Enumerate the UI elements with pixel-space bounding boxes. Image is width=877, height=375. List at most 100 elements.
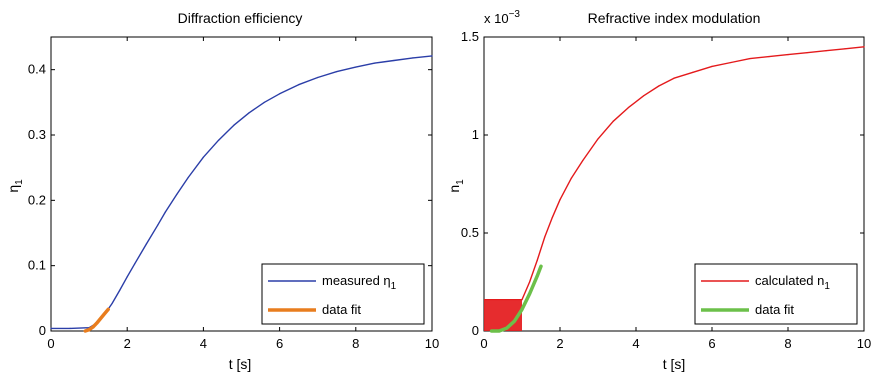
data-point — [88, 328, 90, 331]
data-point — [787, 54, 789, 56]
x-tick-label: 8 — [784, 336, 791, 351]
data-point — [218, 139, 220, 141]
y-axis-label-main: n — [446, 185, 462, 193]
y-axis: 0 0.5 1 1.5 — [461, 29, 864, 338]
y-tick-label: 0.1 — [28, 258, 46, 273]
data-point — [164, 211, 166, 213]
data-point — [412, 57, 414, 59]
y-scale-label: x 10−3 — [484, 9, 520, 26]
data-point — [559, 199, 561, 201]
y-axis-label: η1 — [5, 179, 25, 193]
data-point — [551, 216, 554, 218]
x-tick-label: 4 — [632, 336, 639, 351]
y-tick-label: 0 — [39, 323, 46, 338]
y-tick-label: 0.5 — [461, 225, 479, 240]
data-point — [279, 93, 281, 95]
data-point — [658, 85, 660, 87]
y-axis: 0 0.1 0.2 0.3 0.4 — [28, 62, 432, 338]
data-point — [825, 50, 827, 52]
x-tick-label: 8 — [352, 336, 359, 351]
y-tick-label: 0.4 — [28, 62, 46, 77]
y-tick-label: 1 — [472, 127, 479, 142]
data-point — [540, 265, 542, 268]
x-tick-label: 2 — [124, 336, 131, 351]
x-tick-label: 6 — [708, 336, 715, 351]
x-tick-label: 2 — [556, 336, 563, 351]
data-point — [92, 326, 94, 328]
data-point — [490, 330, 493, 332]
x-tick-label: 0 — [47, 336, 54, 351]
data-point — [806, 52, 808, 54]
data-point — [528, 292, 531, 295]
y-tick-label: 1.5 — [461, 29, 479, 44]
data-point — [513, 320, 516, 323]
data-point — [529, 281, 531, 283]
y-axis-label: n1 — [446, 179, 466, 193]
data-point — [393, 59, 395, 62]
data-point — [844, 48, 846, 50]
data-point — [202, 156, 204, 158]
y-axis-label-subscript: 1 — [14, 179, 25, 185]
data-point — [536, 259, 538, 262]
x-tick-label: 4 — [200, 336, 207, 351]
data-point — [84, 330, 87, 332]
series-line-data-fit — [489, 264, 543, 333]
data-point — [107, 308, 109, 311]
data-point — [521, 299, 523, 301]
data-point — [612, 120, 614, 122]
y-tick-label: 0.3 — [28, 127, 46, 142]
x-tick-label: 10 — [425, 336, 439, 351]
data-point — [673, 77, 675, 79]
x-axis-label: t [s] — [663, 356, 686, 372]
data-point — [118, 289, 121, 292]
data-point — [582, 159, 584, 162]
data-point — [521, 308, 523, 311]
y-tick-label: 0.2 — [28, 192, 46, 207]
y-tick-label: 0 — [472, 323, 479, 338]
data-point — [597, 138, 599, 140]
data-point — [643, 95, 645, 97]
data-point — [692, 71, 694, 73]
y-axis-label-subscript: 1 — [455, 179, 466, 185]
data-point — [298, 84, 300, 86]
chart-title: Refractive index modulation — [588, 10, 761, 26]
data-point — [263, 101, 265, 103]
data-point — [863, 46, 865, 48]
x-axis: 0 2 4 6 8 10 — [480, 37, 871, 351]
legend-label-fit: data fit — [755, 302, 794, 317]
x-tick-label: 6 — [276, 336, 283, 351]
x-tick-label: 10 — [857, 336, 871, 351]
panel-diffraction-efficiency: Diffraction efficiency 0 2 4 6 8 10 0 0.1 0.2 0.… — [5, 10, 439, 372]
legend-label-calculated: calculated n1 — [755, 273, 830, 292]
noise-band — [484, 299, 522, 331]
data-point — [103, 313, 106, 315]
legend-box — [694, 263, 858, 325]
data-point — [187, 176, 189, 179]
data-point — [69, 327, 71, 329]
x-axis-label: t [s] — [229, 356, 252, 372]
legend-box — [261, 263, 425, 325]
data-point — [711, 65, 713, 67]
data-point — [431, 55, 433, 57]
legend-label-measured: measured η1 — [322, 273, 397, 292]
data-point — [157, 224, 159, 226]
series-layer — [50, 55, 433, 333]
data-point — [50, 327, 52, 329]
data-point — [570, 177, 573, 179]
data-point — [317, 76, 319, 79]
data-point — [768, 56, 770, 58]
data-point — [111, 302, 113, 305]
data-point — [248, 112, 250, 114]
data-point — [233, 124, 235, 126]
data-point — [544, 236, 546, 238]
x-axis: 0 2 4 6 8 10 — [47, 37, 439, 351]
legend-label-fit: data fit — [322, 302, 361, 317]
legend: measured η1 data fit — [261, 263, 425, 325]
data-point — [536, 275, 538, 277]
data-point — [355, 66, 357, 68]
data-point — [336, 71, 338, 73]
data-point — [730, 61, 732, 64]
data-point — [95, 322, 98, 324]
data-point — [99, 317, 102, 320]
